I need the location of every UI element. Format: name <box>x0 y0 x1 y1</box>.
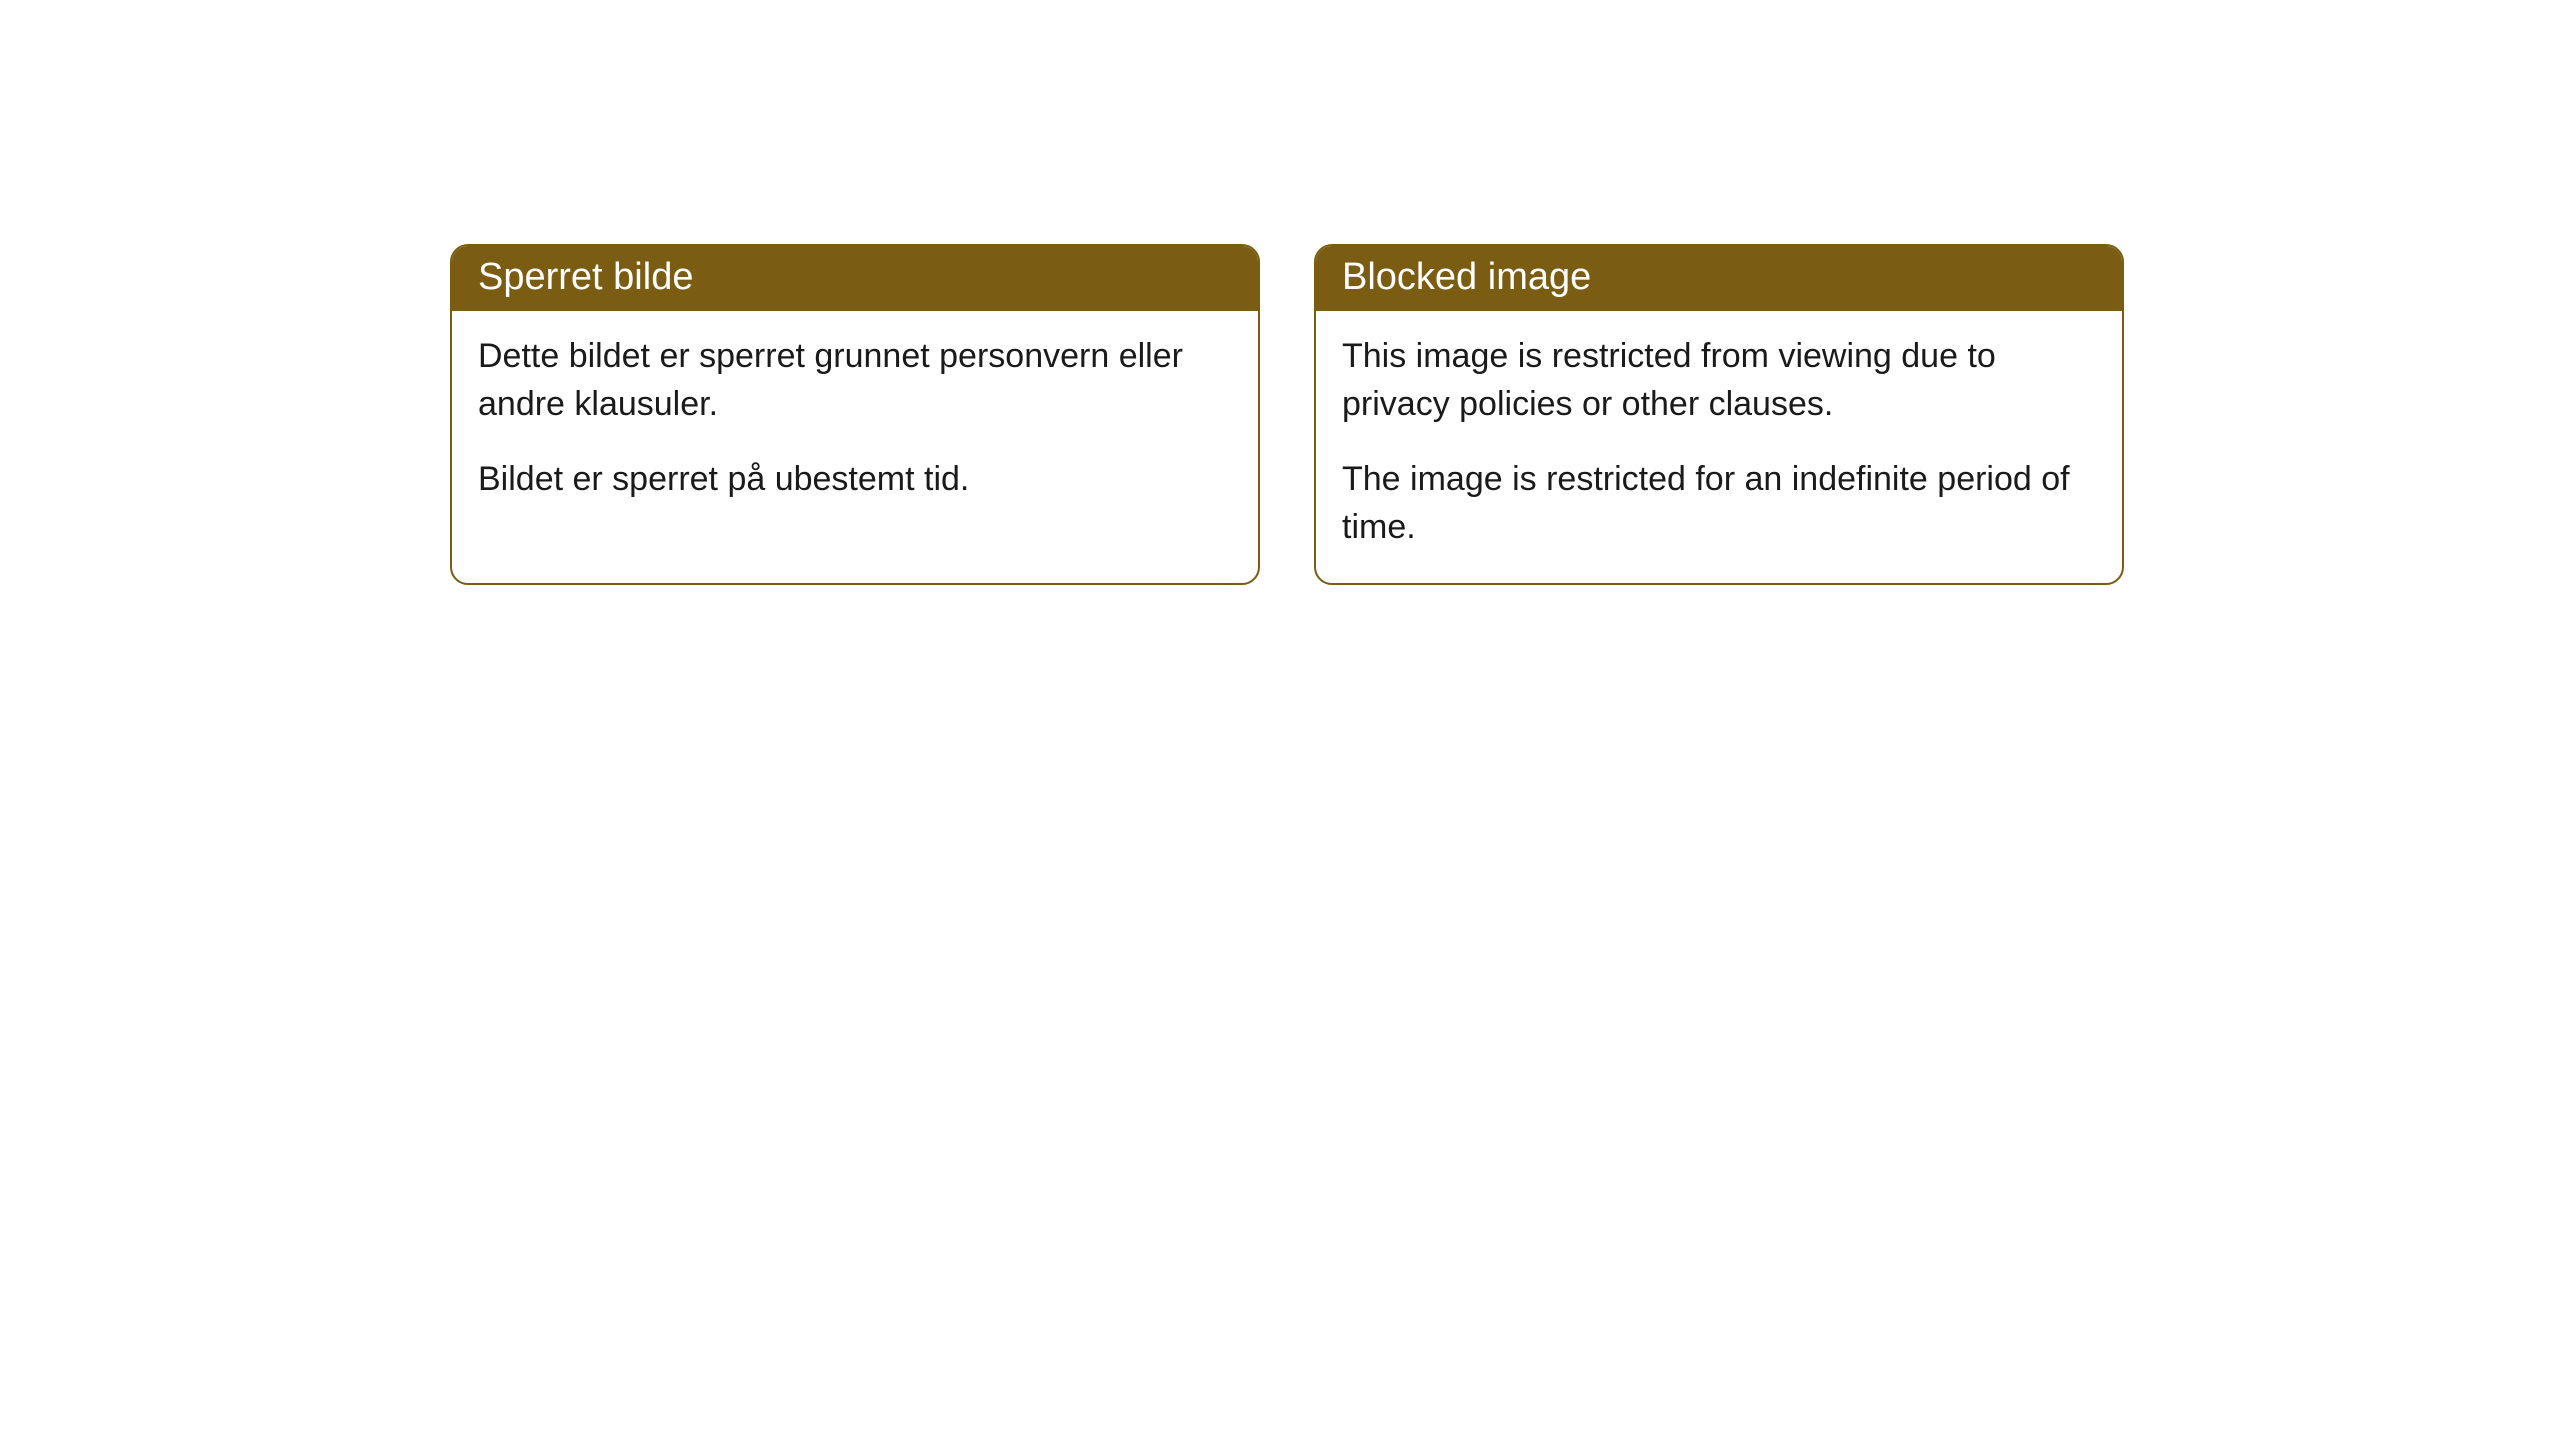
card-body: Dette bildet er sperret grunnet personve… <box>452 311 1258 536</box>
card-paragraph: Dette bildet er sperret grunnet personve… <box>478 333 1232 428</box>
blocked-image-card-norwegian: Sperret bilde Dette bildet er sperret gr… <box>450 244 1260 585</box>
card-title: Sperret bilde <box>478 256 693 298</box>
card-paragraph: The image is restricted for an indefinit… <box>1342 456 2096 551</box>
card-title: Blocked image <box>1342 256 1591 298</box>
card-body: This image is restricted from viewing du… <box>1316 311 2122 583</box>
info-cards-container: Sperret bilde Dette bildet er sperret gr… <box>450 244 2560 585</box>
blocked-image-card-english: Blocked image This image is restricted f… <box>1314 244 2124 585</box>
card-header: Sperret bilde <box>452 246 1258 311</box>
card-paragraph: This image is restricted from viewing du… <box>1342 333 2096 428</box>
card-header: Blocked image <box>1316 246 2122 311</box>
card-paragraph: Bildet er sperret på ubestemt tid. <box>478 456 1232 504</box>
